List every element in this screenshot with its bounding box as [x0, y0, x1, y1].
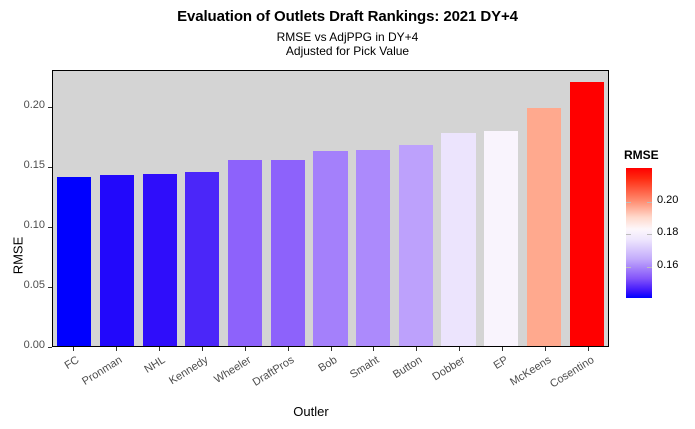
y-tick-mark [48, 347, 52, 348]
y-tick-label: 0.05 [23, 278, 45, 291]
bar [57, 176, 92, 346]
bar [313, 151, 348, 346]
x-axis: FC Pronman NHL Kennedy Wheeler DraftPros Bob Sm… [52, 347, 609, 407]
bar [228, 159, 263, 346]
y-axis-tick: 0.00 [0, 339, 52, 351]
y-axis-tick: 0.10 [0, 219, 52, 231]
x-axis-tick [159, 347, 161, 351]
bar-slot [53, 71, 96, 346]
legend-tick-mark-right [647, 201, 652, 203]
x-axis-tick [330, 347, 332, 351]
legend-tick [626, 234, 652, 236]
bar-series [53, 71, 608, 346]
bar [142, 174, 177, 346]
bar [569, 81, 604, 346]
bar [270, 159, 305, 346]
legend-colorbar [626, 168, 652, 298]
bar [99, 175, 135, 346]
x-axis-tick [116, 347, 118, 351]
x-axis-tick [587, 347, 589, 351]
chart-subtitle: RMSE vs AdjPPG in DY+4 Adjusted for Pick… [0, 30, 695, 58]
x-axis-tick [373, 347, 375, 351]
bar-slot [395, 71, 438, 346]
x-axis-tick [201, 347, 203, 351]
legend-tick [626, 201, 652, 203]
y-tick-mark [48, 226, 52, 228]
bar-slot [480, 71, 523, 346]
y-axis: RMSE 0.00 0.05 0.10 0.15 0.20 [0, 70, 52, 351]
legend-tick-mark-left [626, 234, 631, 236]
bar-slot [181, 71, 224, 346]
bar-slot [309, 71, 352, 346]
chart-title: Evaluation of Outlets Draft Rankings: 20… [177, 8, 518, 25]
legend-title: RMSE [624, 148, 659, 162]
legend-tick [626, 266, 652, 268]
bar-slot [352, 71, 395, 346]
bar-slot [437, 71, 480, 346]
bar [356, 150, 391, 346]
x-axis-tick [459, 347, 461, 351]
legend-tick-label: 0.20 [657, 193, 679, 206]
legend-tick-mark-right [647, 234, 652, 236]
bar-slot [523, 71, 566, 346]
y-axis-tick: 0.05 [0, 279, 52, 291]
chart-subtitle-line-1: RMSE vs AdjPPG in DY+4 [276, 30, 419, 44]
bar-slot [565, 71, 608, 346]
legend-tick-label: 0.18 [657, 226, 679, 239]
x-axis-title: Outler [293, 404, 329, 419]
x-axis-tick [416, 347, 418, 351]
x-axis-tick [244, 347, 246, 351]
y-tick-mark [48, 166, 52, 168]
legend-tick-mark-left [626, 201, 631, 203]
y-axis-tick: 0.15 [0, 159, 52, 171]
legend: RMSE 0.20 0.18 0.16 [624, 148, 695, 328]
legend-tick-mark-right [647, 266, 652, 268]
legend-tick-mark-left [626, 266, 631, 268]
bar-slot [96, 71, 139, 346]
x-axis-tick [287, 347, 289, 351]
bar [441, 133, 476, 346]
y-tick-label: 0.00 [23, 339, 45, 351]
y-tick-mark [48, 286, 52, 288]
x-axis-tick [73, 347, 75, 351]
bar [185, 171, 220, 346]
bar-slot [266, 71, 309, 346]
plot-panel [52, 70, 609, 347]
x-axis-tick [501, 347, 503, 351]
bar-slot [224, 71, 267, 346]
legend-tick-label: 0.16 [657, 258, 679, 271]
chart-subtitle-line-2: Adjusted for Pick Value [285, 44, 410, 58]
y-tick-label: 0.10 [23, 218, 45, 231]
bar-slot [138, 71, 181, 346]
y-tick-mark [48, 106, 52, 108]
bar [526, 108, 561, 346]
y-tick-label: 0.20 [23, 98, 45, 111]
y-axis-tick: 0.20 [0, 99, 52, 111]
x-axis-tick [544, 347, 546, 351]
bar [484, 130, 519, 346]
bar [398, 145, 433, 346]
y-tick-label: 0.15 [23, 158, 45, 171]
